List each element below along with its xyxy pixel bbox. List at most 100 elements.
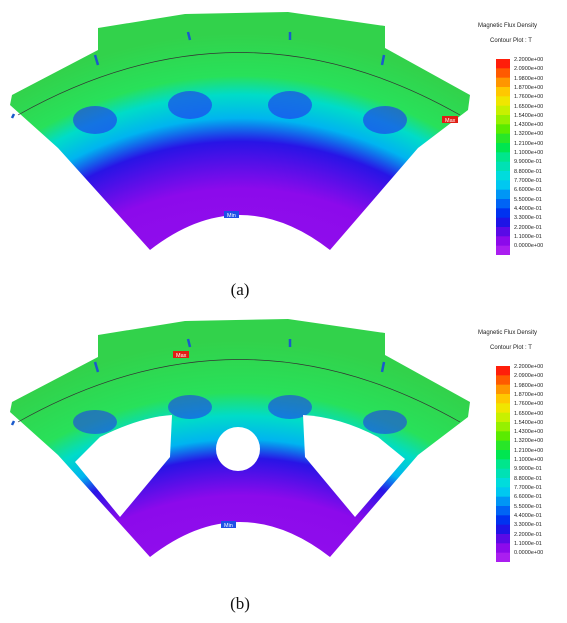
legend-tick-label: 1.4300e+00: [514, 429, 544, 436]
legend-b: Magnetic Flux Density Contour Plot : T 2…: [478, 330, 567, 570]
color-scale-segment: [496, 199, 510, 209]
legend-tick-label: 1.1000e+00: [514, 457, 544, 464]
max-label-b: Max: [176, 353, 187, 359]
color-scale-segment: [496, 496, 510, 507]
color-scale-segment: [496, 440, 510, 451]
color-scale-segment: [496, 534, 510, 544]
color-scale-segment: [496, 412, 510, 423]
color-scale-segment: [496, 245, 510, 255]
max-label-a: Max: [445, 118, 456, 124]
caption-a: (a): [230, 280, 250, 299]
color-scale-segment: [496, 189, 510, 200]
color-scale-segment: [496, 171, 510, 181]
legend-tick-label: 5.5000e-01: [514, 503, 542, 510]
legend-tick-label: 6.6000e-01: [514, 187, 542, 194]
color-scale-segment: [496, 403, 510, 414]
legend-tick-label: 1.1000e+00: [514, 150, 544, 157]
legend-title: Magnetic Flux Density: [478, 330, 538, 336]
color-scale-segment: [496, 115, 510, 125]
legend-tick-label: 8.8000e-01: [514, 168, 542, 175]
color-scale-segment: [496, 506, 510, 516]
color-scale-segment: [496, 552, 510, 562]
color-scale-segment: [496, 366, 510, 376]
color-scale-segment: [496, 87, 510, 97]
legend-tick-label: 2.0900e+00: [514, 373, 544, 380]
min-marker-a: Min: [224, 211, 239, 219]
color-scale-segment: [496, 515, 510, 526]
legend-tick-label: 0.0000e+00: [514, 243, 544, 250]
color-scale-segment: [496, 459, 510, 470]
color-scale-segment: [496, 105, 510, 116]
color-scale-segment: [496, 152, 510, 163]
legend-tick-label: 1.8700e+00: [514, 84, 544, 91]
color-scale-segment: [496, 524, 510, 535]
legend-tick-label: 1.8700e+00: [514, 391, 544, 398]
color-scale-segment: [496, 180, 510, 191]
legend-a: Magnetic Flux Density Contour Plot : T 2…: [478, 23, 567, 263]
legend-tick-label: 1.7600e+00: [514, 401, 544, 408]
legend-tick-label: 1.1000e-01: [514, 233, 542, 240]
color-scale-segment: [496, 384, 510, 395]
legend-tick-label: 2.2000e+00: [514, 364, 544, 370]
legend-title: Magnetic Flux Density: [478, 23, 538, 29]
legend-tick-label: 9.9000e-01: [514, 159, 542, 166]
color-scale-b: [496, 366, 510, 562]
legend-tick-label: 1.7600e+00: [514, 94, 544, 101]
legend-tick-label: 1.5400e+00: [514, 112, 544, 119]
legend-tick-label: 1.2100e+00: [514, 447, 544, 454]
color-scale-segment: [496, 468, 510, 479]
min-label-a: Min: [227, 213, 236, 219]
legend-tick-label: 1.3200e+00: [514, 131, 544, 138]
color-scale-segment: [496, 431, 510, 442]
max-marker-a: Max: [442, 116, 458, 124]
legend-tick-label: 1.4300e+00: [514, 122, 544, 129]
legend-tick-label: 1.5400e+00: [514, 419, 544, 426]
color-scale-segment: [496, 133, 510, 144]
color-scale-segment: [496, 143, 510, 153]
color-scale-segment: [496, 487, 510, 498]
min-label-b: Min: [224, 523, 233, 529]
legend-tick-label: 8.8000e-01: [514, 475, 542, 482]
color-scale-segment: [496, 375, 510, 386]
legend-tick-label: 7.7000e-01: [514, 485, 542, 492]
color-scale-a: [496, 59, 510, 255]
color-scale-segment: [496, 227, 510, 237]
color-scale-segment: [496, 208, 510, 219]
legend-tick-label: 4.4000e-01: [514, 512, 542, 519]
color-scale-segment: [496, 161, 510, 172]
legend-subtitle: Contour Plot : T: [490, 38, 532, 44]
color-scale-segment: [496, 217, 510, 228]
color-scale-segment: [496, 478, 510, 488]
legend-tick-label: 6.6000e-01: [514, 494, 542, 501]
legend-tick-label: 2.2000e+00: [514, 57, 544, 63]
legend-subtitle: Contour Plot : T: [490, 345, 532, 351]
color-scale-segment: [496, 59, 510, 69]
color-scale-segment: [496, 236, 510, 247]
color-scale-segment: [496, 422, 510, 432]
legend-tick-label: 0.0000e+00: [514, 550, 544, 557]
color-scale-segment: [496, 124, 510, 135]
legend-tick-label: 1.6500e+00: [514, 410, 544, 417]
color-scale-segment: [496, 450, 510, 460]
legend-tick-label: 1.1000e-01: [514, 540, 542, 547]
legend-tick-label: 4.4000e-01: [514, 205, 542, 212]
legend-tick-label: 3.3000e-01: [514, 215, 542, 222]
legend-tick-label: 2.2000e-01: [514, 224, 542, 231]
color-scale-segment: [496, 68, 510, 79]
legend-tick-label: 1.3200e+00: [514, 438, 544, 445]
legend-tick-label: 9.9000e-01: [514, 466, 542, 473]
legend-tick-label: 1.6500e+00: [514, 103, 544, 110]
legend-tick-label: 1.9800e+00: [514, 382, 544, 389]
legend-tick-label: 2.2000e-01: [514, 531, 542, 538]
panel-a: Max Min Magnetic Flux Density Contour Pl…: [0, 0, 567, 300]
legend-tick-label: 2.0900e+00: [514, 66, 544, 73]
color-scale-segment: [496, 96, 510, 107]
flux-density-plot-b: Max Min: [10, 319, 470, 557]
caption-b: (b): [230, 594, 250, 613]
panel-b: Max Min Magnetic Flux Density Contour Pl…: [0, 307, 567, 613]
color-scale-segment: [496, 394, 510, 404]
min-marker-b: Min: [221, 521, 236, 529]
color-scale-segment: [496, 543, 510, 554]
flux-density-plot-a: Max Min: [10, 12, 470, 250]
legend-tick-label: 3.3000e-01: [514, 522, 542, 529]
